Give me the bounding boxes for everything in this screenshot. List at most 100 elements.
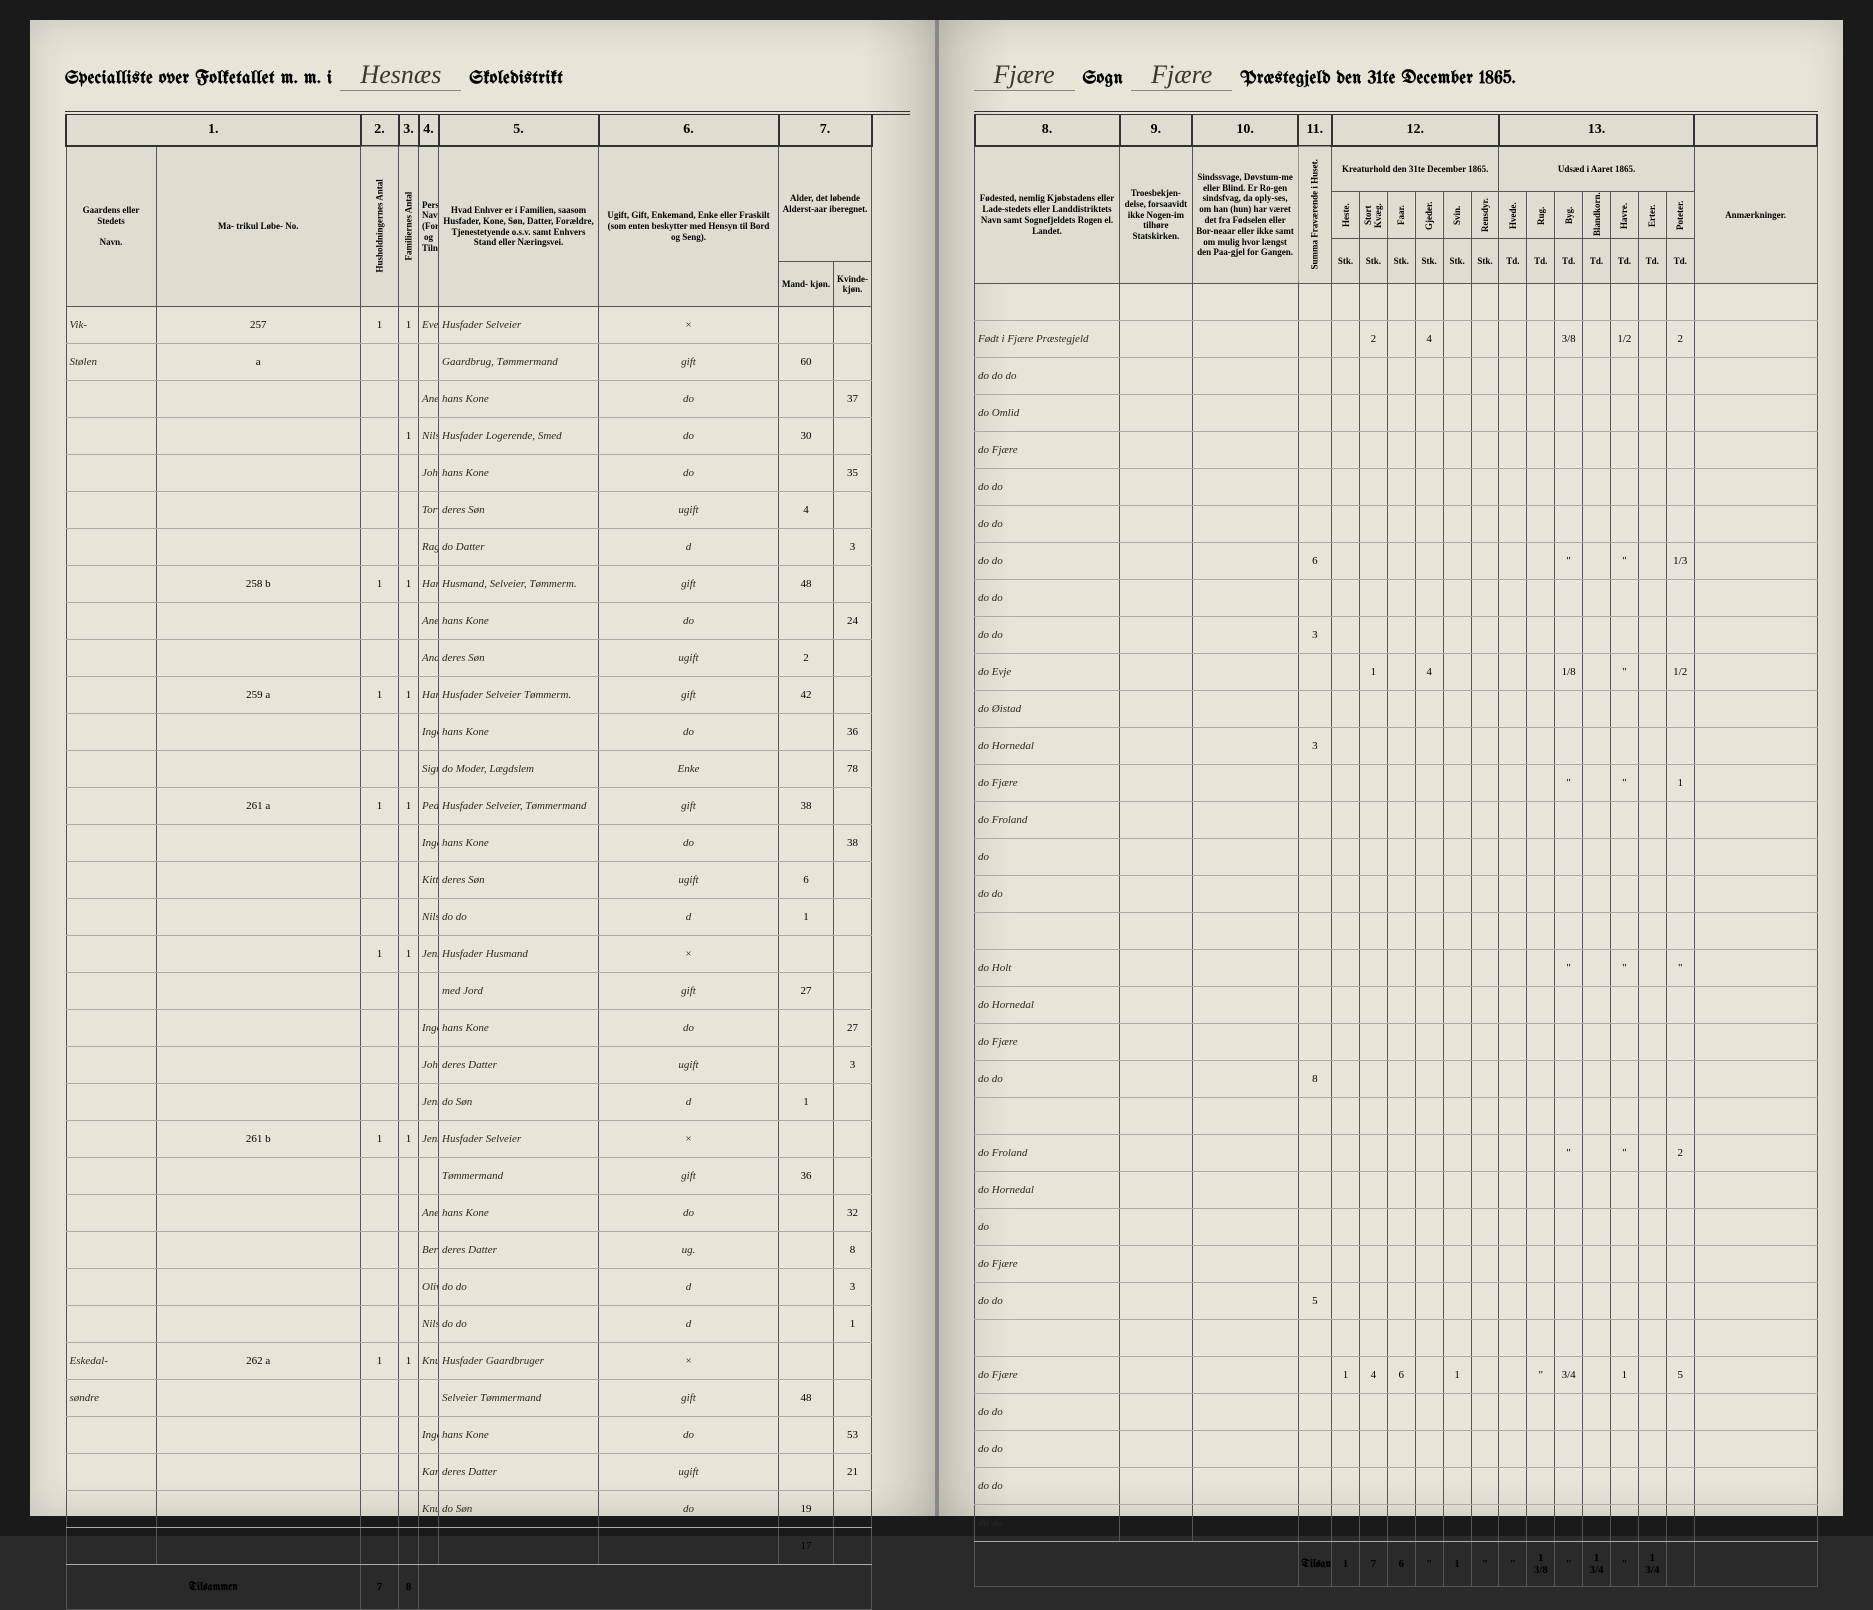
colnum-3: 3. bbox=[399, 113, 419, 146]
cell-c13-5 bbox=[1638, 543, 1666, 580]
cell-fsted: do Øistad bbox=[975, 691, 1120, 728]
cell-stand: hans Kone bbox=[439, 381, 599, 418]
cell-stand: do do bbox=[439, 1528, 599, 1565]
cell-c13-1 bbox=[1527, 543, 1555, 580]
cell-m bbox=[779, 455, 834, 492]
cell-c12-2 bbox=[1387, 321, 1415, 358]
cell-c13-5 bbox=[1638, 580, 1666, 617]
cell-c12-0: 1 bbox=[1332, 1357, 1360, 1394]
cell-c13-2: 3/4 bbox=[1555, 1357, 1583, 1394]
cell-c13-3 bbox=[1583, 1061, 1611, 1098]
cell-gift: gift bbox=[599, 1158, 779, 1195]
cell-9 bbox=[1120, 1394, 1193, 1431]
cell-c12-5 bbox=[1471, 950, 1499, 987]
cell-c12-3 bbox=[1415, 1024, 1443, 1061]
cell-c12-1 bbox=[1359, 395, 1387, 432]
cell-stand: do Søn bbox=[439, 1084, 599, 1121]
cell-anm bbox=[1694, 617, 1817, 654]
cell-anm bbox=[1694, 432, 1817, 469]
cell-c12-5 bbox=[1471, 1061, 1499, 1098]
cell-mno bbox=[156, 492, 361, 529]
cell-c12-1 bbox=[1359, 1431, 1387, 1468]
cell-mno bbox=[156, 1158, 361, 1195]
cell-fsted bbox=[975, 1320, 1120, 1357]
cell-c12-5 bbox=[1471, 469, 1499, 506]
cell-gaard bbox=[66, 899, 156, 936]
cell-stand: hans Kone bbox=[439, 1417, 599, 1454]
cell-mno bbox=[156, 1232, 361, 1269]
cell-c13-0 bbox=[1499, 802, 1527, 839]
table-row: Ragnild Nilsdtdo Datterd3 bbox=[66, 529, 910, 566]
footer-c12-1: 7 bbox=[1359, 1542, 1387, 1587]
cell-stand: deres Søn bbox=[439, 492, 599, 529]
cell-c13-5 bbox=[1638, 617, 1666, 654]
cell-9 bbox=[1120, 1209, 1193, 1246]
cell-c13-1 bbox=[1527, 765, 1555, 802]
cell-gaard bbox=[66, 1010, 156, 1047]
table-row: do bbox=[975, 839, 1818, 876]
cell-c13-3 bbox=[1583, 1468, 1611, 1505]
cell-c12-4 bbox=[1443, 1320, 1471, 1357]
cell-m bbox=[779, 1047, 834, 1084]
cell-f: 1 bbox=[399, 307, 419, 344]
cell-gaard bbox=[66, 825, 156, 862]
cell-10 bbox=[1192, 1209, 1298, 1246]
cell-c12-1 bbox=[1359, 1246, 1387, 1283]
cell-10 bbox=[1192, 1431, 1298, 1468]
table-row: Nils E Nilsendo dod1 bbox=[66, 899, 910, 936]
cell-c13-3 bbox=[1583, 876, 1611, 913]
cell-anm bbox=[1694, 543, 1817, 580]
cell-10 bbox=[1192, 765, 1298, 802]
cell-f bbox=[399, 1047, 419, 1084]
cell-gaard bbox=[66, 381, 156, 418]
cell-gaard bbox=[66, 1454, 156, 1491]
cell-c13-0 bbox=[1499, 765, 1527, 802]
cell-c13-4 bbox=[1610, 839, 1638, 876]
cell-navn: Ane Evensdatter bbox=[419, 603, 439, 640]
table-row: 259 a11Hans OlsenHusfader Selveier Tømme… bbox=[66, 677, 910, 714]
cell-c12-2 bbox=[1387, 765, 1415, 802]
cell-c12-4 bbox=[1443, 1209, 1471, 1246]
cell-11 bbox=[1298, 469, 1331, 506]
cell-c13-0 bbox=[1499, 321, 1527, 358]
footer-c12-2: 6 bbox=[1387, 1542, 1415, 1587]
cell-c13-6 bbox=[1666, 469, 1694, 506]
table-row: Ane Evensdatterhans Konedo24 bbox=[66, 603, 910, 640]
cell-c13-1 bbox=[1527, 913, 1555, 950]
cell-c12-2 bbox=[1387, 1431, 1415, 1468]
cell-fsted: do Hornedal bbox=[975, 728, 1120, 765]
cell-c12-2 bbox=[1387, 469, 1415, 506]
cell-f bbox=[399, 899, 419, 936]
cell-9 bbox=[1120, 432, 1193, 469]
cell-11 bbox=[1298, 765, 1331, 802]
cell-mno bbox=[156, 455, 361, 492]
cell-f bbox=[399, 455, 419, 492]
cell-10 bbox=[1192, 284, 1298, 321]
cell-c12-1: 1 bbox=[1359, 654, 1387, 691]
cell-fsted: do Omlid bbox=[975, 395, 1120, 432]
cell-c12-3 bbox=[1415, 839, 1443, 876]
cell-9 bbox=[1120, 950, 1193, 987]
cell-10 bbox=[1192, 876, 1298, 913]
cell-f bbox=[399, 1306, 419, 1343]
cell-c13-3 bbox=[1583, 1135, 1611, 1172]
cell-c13-6 bbox=[1666, 580, 1694, 617]
cell-navn: Jens Gjertsen bbox=[419, 936, 439, 973]
table-row: do Evje141/8"1/2 bbox=[975, 654, 1818, 691]
cell-fsted: do do bbox=[975, 506, 1120, 543]
cell-c12-1 bbox=[1359, 728, 1387, 765]
cell-c13-5 bbox=[1638, 1024, 1666, 1061]
cell-c13-5 bbox=[1638, 506, 1666, 543]
cell-gaard: Vik- bbox=[66, 307, 156, 344]
cell-c12-4 bbox=[1443, 913, 1471, 950]
cell-mno bbox=[156, 899, 361, 936]
cell-c12-4 bbox=[1443, 654, 1471, 691]
cell-c13-4 bbox=[1610, 506, 1638, 543]
cell-9 bbox=[1120, 691, 1193, 728]
cell-anm bbox=[1694, 1431, 1817, 1468]
table-row: do do bbox=[975, 469, 1818, 506]
table-row: med Jordgift27 bbox=[66, 973, 910, 1010]
cell-11 bbox=[1298, 1172, 1331, 1209]
cell-c13-2 bbox=[1555, 1024, 1583, 1061]
cell-gaard bbox=[66, 418, 156, 455]
